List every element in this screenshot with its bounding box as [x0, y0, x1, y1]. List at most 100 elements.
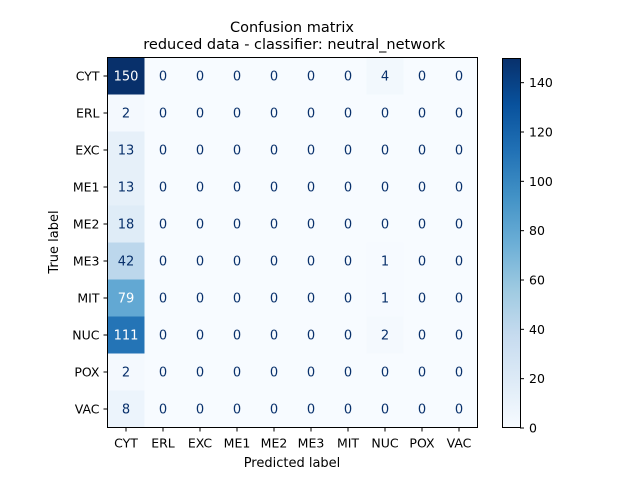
colorbar-tick-label: 20 [529, 371, 545, 386]
cell-value-label: 0 [233, 366, 241, 381]
cell-value-label: 2 [122, 366, 130, 381]
heatmap-cell [440, 94, 478, 132]
cell-value-label: 0 [344, 255, 352, 270]
heatmap-cell [403, 205, 441, 243]
y-axis-ticks: CYT ERL EXC ME1 ME2 ME3 MIT NUC POX VAC [72, 69, 108, 417]
cell-value-label: 0 [270, 181, 278, 196]
heatmap-cell [181, 353, 219, 391]
cell-value-label: 0 [418, 403, 426, 418]
heatmap-cell [181, 168, 219, 206]
cell-value-label: 0 [455, 366, 463, 381]
cell-value-label: 0 [455, 329, 463, 344]
chart-title-line1: Confusion matrix [230, 20, 354, 36]
cell-value-label: 0 [344, 181, 352, 196]
heatmap-cell [107, 57, 145, 95]
heatmap-cell [144, 205, 182, 243]
cell-value-label: 0 [344, 403, 352, 418]
cell-value-label: 42 [118, 255, 135, 270]
cell-value-label: 0 [159, 107, 167, 122]
cell-value-label: 0 [270, 144, 278, 159]
chart-title-line2: reduced data - classifier: neutral_netwo… [139, 37, 446, 53]
heatmap-cell [292, 353, 330, 391]
heatmap-cell [292, 94, 330, 132]
cell-value-label: 0 [159, 403, 167, 418]
heatmap-cell [366, 94, 404, 132]
plot-frame [107, 57, 478, 428]
heatmap-cell [144, 316, 182, 354]
heatmap-cell [403, 316, 441, 354]
heatmap-cell [107, 131, 145, 169]
cell-value-label: 0 [418, 70, 426, 85]
cell-value-label: 0 [344, 366, 352, 381]
x-axis-ticks: CYT ERL EXC ME1 ME2 ME3 MIT NUC POX VAC [114, 427, 472, 451]
heatmap-cell [144, 279, 182, 317]
heatmap-cell [329, 205, 367, 243]
heatmap-cell [366, 131, 404, 169]
cell-value-label: 0 [455, 218, 463, 233]
cell-value-label: 0 [455, 144, 463, 159]
cell-value-label: 0 [233, 70, 241, 85]
cell-value-label: 0 [455, 403, 463, 418]
cell-value-label: 2 [122, 107, 130, 122]
x-axis-label: Predicted label [244, 456, 341, 471]
heatmap-cell [181, 242, 219, 280]
cell-value-label: 1 [381, 292, 389, 307]
heatmap-cell [440, 131, 478, 169]
heatmap-cell [292, 390, 330, 428]
cell-value-label: 0 [381, 218, 389, 233]
cell-value-label: 0 [418, 292, 426, 307]
heatmap-cell [292, 316, 330, 354]
heatmap-cell [107, 205, 145, 243]
y-tick-label: ME3 [73, 254, 100, 269]
cell-value-label: 0 [307, 366, 315, 381]
heatmap-cell [403, 168, 441, 206]
heatmap-cell [181, 94, 219, 132]
cell-value-label: 0 [196, 255, 204, 270]
y-tick-label: NUC [72, 328, 99, 343]
cell-value-label: 8 [122, 403, 130, 418]
cell-value-label: 0 [233, 403, 241, 418]
cell-value-label: 0 [455, 255, 463, 270]
heatmap-cell [218, 353, 256, 391]
heatmap-cell [440, 353, 478, 391]
colorbar-tick-label: 100 [529, 174, 553, 189]
cell-value-label: 0 [196, 366, 204, 381]
heatmap-cell [440, 168, 478, 206]
cell-value-label: 0 [270, 329, 278, 344]
cell-value-label: 0 [418, 329, 426, 344]
heatmap-cell [366, 390, 404, 428]
y-tick-label: VAC [75, 402, 100, 417]
heatmap-cell [218, 390, 256, 428]
heatmap-cell [144, 94, 182, 132]
cell-value-label: 0 [233, 329, 241, 344]
heatmap-cell [329, 353, 367, 391]
cell-value-label: 4 [381, 70, 389, 85]
cell-value-label: 0 [159, 181, 167, 196]
x-tick-label: VAC [447, 436, 472, 451]
heatmap-cell [218, 205, 256, 243]
cell-value-label: 0 [233, 107, 241, 122]
cell-value-label: 0 [307, 70, 315, 85]
heatmap-cell [440, 205, 478, 243]
y-tick-label: CYT [76, 69, 100, 84]
cell-value-label: 0 [307, 107, 315, 122]
heatmap-cell [255, 279, 293, 317]
heatmap-cell [255, 353, 293, 391]
cell-value-label: 111 [114, 329, 139, 344]
heatmap-cell [329, 94, 367, 132]
heatmap-cell [255, 131, 293, 169]
cell-value-label: 0 [196, 107, 204, 122]
heatmap-cell [403, 390, 441, 428]
cell-value-label: 0 [455, 70, 463, 85]
cell-value-label: 0 [381, 107, 389, 122]
cell-value-label: 0 [381, 144, 389, 159]
cell-value-label: 0 [233, 181, 241, 196]
heatmap-cell [181, 390, 219, 428]
cell-value-label: 0 [159, 70, 167, 85]
heatmap-cell [366, 353, 404, 391]
heatmap-cell [218, 94, 256, 132]
heatmap-cell [292, 279, 330, 317]
heatmap-cell [292, 205, 330, 243]
heatmap-cell [329, 279, 367, 317]
heatmap-cell [218, 131, 256, 169]
